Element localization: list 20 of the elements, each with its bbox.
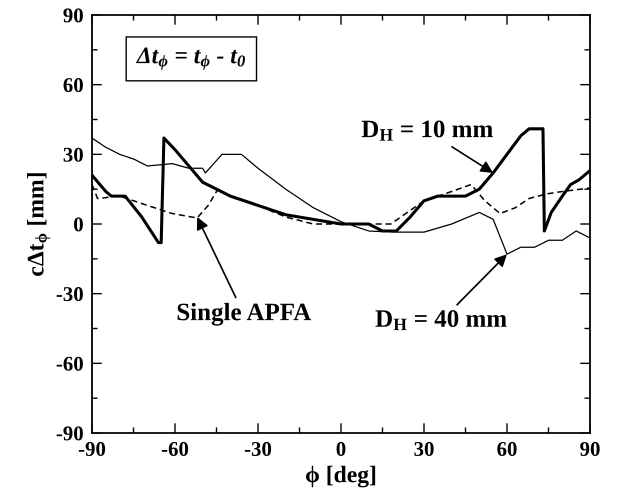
x-tick-label: -60 <box>162 442 188 456</box>
y-tick-label: 90 <box>63 8 83 22</box>
x-tick-label: 0 <box>336 442 346 456</box>
annotation: Δt$_{ϕ}$ = t$_{ϕ}$ - t$_{0}$ <box>136 48 245 70</box>
y-tick-label: -30 <box>56 287 83 302</box>
y-tick-label: -60 <box>56 356 83 371</box>
x-tick-label: 90 <box>580 442 600 456</box>
y-axis-title: cΔt$_{ϕ}$ [mm] <box>26 173 50 276</box>
y-tick-label: 60 <box>64 78 83 92</box>
x-tick-label: 60 <box>497 442 517 456</box>
y-tick-label: 0 <box>74 217 83 232</box>
annotation: D$_{H}$ = 40 mm <box>375 310 507 330</box>
x-axis-title: ϕ [deg] <box>306 466 376 488</box>
annotation: D$_{H}$ = 10 mm <box>362 120 493 141</box>
x-tick-label: -30 <box>244 442 272 456</box>
y-tick-label: 30 <box>64 148 83 162</box>
annotation: Single APFA <box>178 302 312 326</box>
y-tick-label: -90 <box>56 426 83 440</box>
x-tick-label: -90 <box>78 442 106 456</box>
x-tick-label: 30 <box>414 442 434 456</box>
